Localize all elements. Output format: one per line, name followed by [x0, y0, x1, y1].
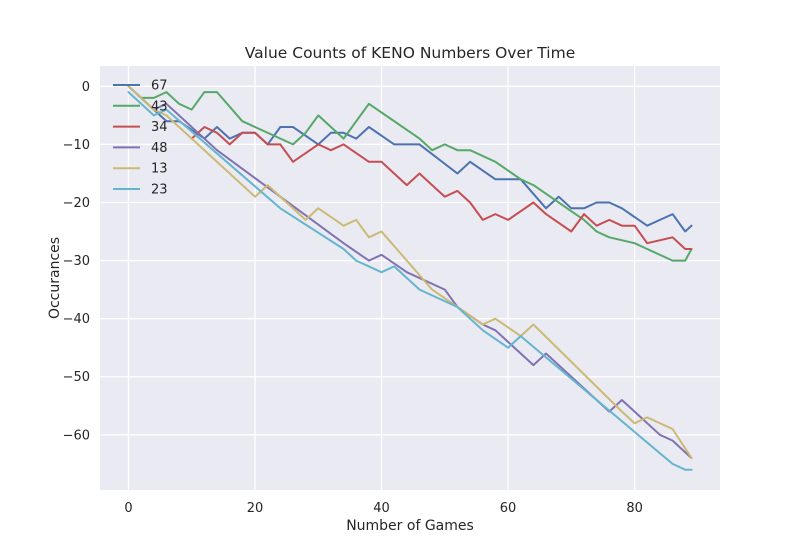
legend-label-43: 43: [151, 99, 168, 114]
x-tick-label: 0: [124, 501, 132, 516]
series-line-23: [127, 91, 693, 471]
x-tick-label: 60: [500, 501, 517, 516]
y-tick-labels: 0 −10 −20 −30 −40 −50 −60: [63, 80, 90, 443]
series-line-34: [190, 126, 693, 250]
series-line-67: [127, 85, 693, 233]
legend-label-34: 34: [151, 120, 168, 135]
y-tick-label: −60: [63, 428, 90, 443]
y-tick-label: −50: [63, 370, 90, 385]
legend-label-48: 48: [151, 141, 168, 156]
legend-label-23: 23: [151, 183, 168, 198]
series-line-43: [127, 85, 693, 262]
x-tick-label: 80: [626, 501, 643, 516]
y-tick-label: 0: [82, 80, 90, 95]
x-tick-label: 20: [247, 501, 264, 516]
series-lines: [127, 85, 693, 471]
y-tick-label: −30: [63, 254, 90, 269]
y-tick-label: −20: [63, 196, 90, 211]
legend: 67 43 34 48 13 23: [113, 79, 168, 198]
legend-label-67: 67: [151, 79, 168, 94]
y-tick-label: −40: [63, 312, 90, 327]
chart-title: Value Counts of KENO Numbers Over Time: [245, 44, 575, 62]
x-tick-labels: 0 20 40 60 80: [124, 501, 643, 516]
legend-label-13: 13: [151, 162, 168, 177]
y-axis-label: Occurances: [47, 237, 63, 319]
y-tick-label: −10: [63, 138, 90, 153]
x-axis-label: Number of Games: [346, 518, 474, 534]
x-tick-label: 40: [373, 501, 390, 516]
